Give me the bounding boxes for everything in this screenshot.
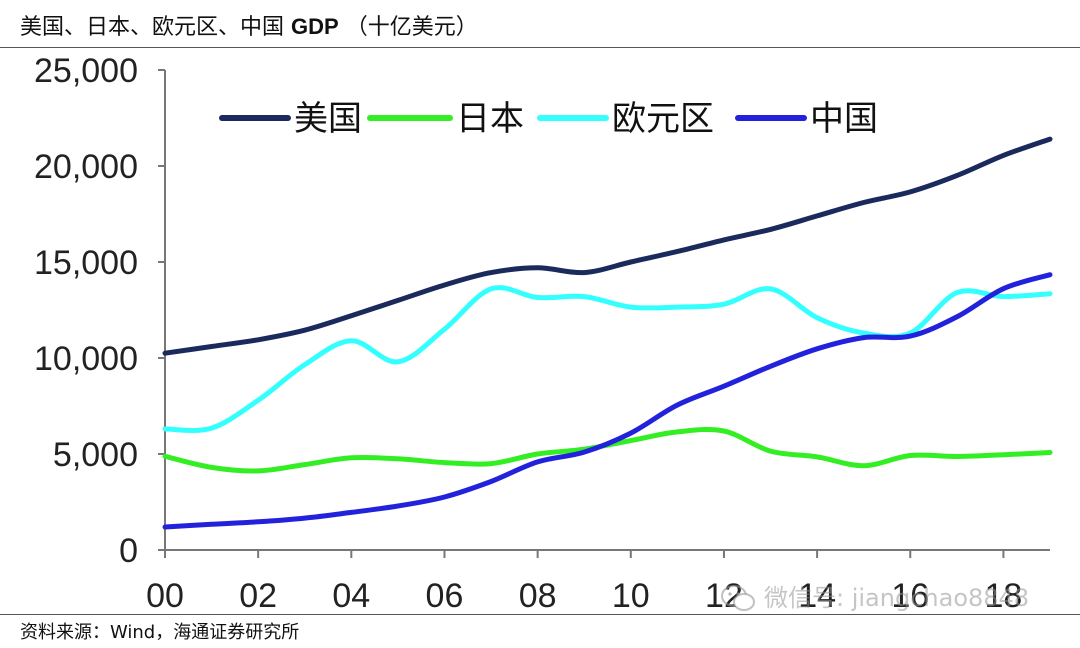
series-line-us [162,136,1053,356]
chart-series-lines [162,136,1053,530]
y-tick-label: 5,000 [53,436,138,474]
y-tick-label: 25,000 [34,52,138,90]
y-tick-label: 0 [119,532,138,570]
x-tick-label: 10 [612,577,650,614]
x-tick-label: 02 [239,577,277,614]
title-divider [0,47,1080,48]
y-tick-label: 15,000 [34,244,138,282]
title-suffix: （十亿美元） [345,15,478,40]
source-note: 资料来源：Wind，海通证券研究所 [20,622,300,643]
series-line-china [162,272,1053,530]
watermark-text: 微信号: jiangchao8848 [764,584,1030,612]
x-tick-label: 00 [146,577,184,614]
title-gdp: GDP [291,14,339,39]
title-prefix: 美国、日本、欧元区、中国 [20,15,285,40]
legend-label-china: 中国 [810,99,878,139]
x-tick-label: 06 [426,577,464,614]
legend-label-eurozone: 欧元区 [612,99,714,139]
gdp-line-chart: 0 5,000 10,000 15,000 20,000 25,000 00 02 04 06 08… [34,52,1053,614]
x-tick-label: 16 [891,577,929,614]
y-tick-label: 20,000 [34,148,138,186]
x-tick-label: 04 [332,577,370,614]
chart-axes: 0 5,000 10,000 15,000 20,000 25,000 00 02 04 06 08… [34,52,1050,614]
x-tick-label: 14 [798,577,836,614]
x-tick-label: 08 [519,577,557,614]
wechat-icon [721,585,755,611]
wechat-watermark: 微信号: jiangchao8848 [720,576,1029,620]
series-line-eurozone [162,285,1053,433]
legend-label-japan: 日本 [456,99,524,139]
legend-label-us: 美国 [294,99,362,139]
series-line-japan [162,426,1053,474]
chart-title: 美国、日本、欧元区、中国 GDP （十亿美元） [20,12,478,42]
footer-divider [0,614,1080,615]
y-tick-label: 10,000 [34,340,138,378]
chart-legend: 美国 日本 欧元区 中国 [219,99,878,139]
x-tick-label: 18 [985,577,1023,614]
